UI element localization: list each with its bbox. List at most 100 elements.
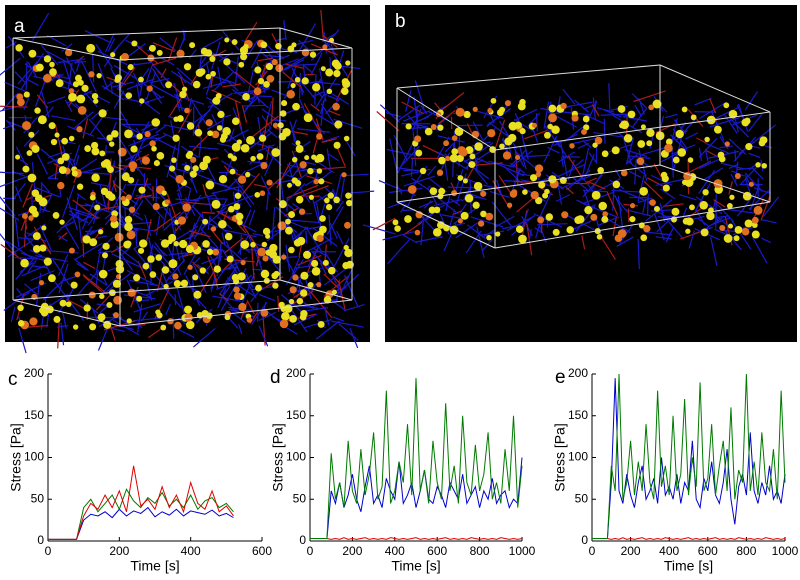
crosslinker (73, 81, 79, 87)
crosslinker (590, 214, 597, 221)
crosslinker (153, 203, 160, 210)
crosslinker (553, 229, 560, 236)
crosslinker (602, 150, 609, 157)
line-series (48, 508, 233, 540)
crosslinker (699, 201, 708, 210)
crosslinker (22, 121, 31, 130)
crosslinker (184, 108, 190, 114)
crosslinker (260, 162, 267, 169)
crosslinker (296, 145, 304, 153)
crosslinker (292, 157, 298, 163)
crosslinker (212, 99, 217, 104)
crosslinker (115, 233, 124, 242)
crosslinker (326, 204, 332, 210)
crosslinker (81, 85, 88, 92)
crosslinker (510, 190, 517, 197)
crosslinker (103, 159, 111, 167)
crosslinker (210, 71, 216, 77)
x-axis-label: Time [s] (664, 558, 713, 574)
line-series (48, 466, 233, 539)
crosslinker (116, 260, 124, 268)
crosslinker (576, 215, 584, 223)
crosslinker (171, 157, 177, 163)
crosslinker (280, 110, 287, 117)
crosslinker (304, 113, 313, 122)
crosslinker (59, 166, 67, 174)
crosslinker (109, 141, 115, 147)
crosslinker (569, 143, 574, 148)
crosslinker (41, 225, 46, 230)
crosslinker (406, 123, 412, 129)
crosslinker (28, 50, 36, 58)
y-tick-label: 200 (24, 366, 44, 380)
crosslinker (237, 220, 243, 226)
x-tick-label: 1000 (509, 544, 536, 558)
crosslinker (491, 98, 497, 104)
crosslinker (165, 199, 170, 204)
crosslinker (242, 93, 250, 101)
crosslinker (173, 116, 178, 121)
crosslinker (246, 136, 255, 145)
crosslinker (168, 259, 177, 268)
crosslinker (94, 205, 100, 211)
crosslinker (459, 148, 467, 156)
crosslinker (206, 74, 212, 80)
crosslinker (309, 195, 314, 200)
crosslinker (561, 211, 568, 218)
crosslinker (285, 219, 291, 225)
x-tick-label: 800 (470, 544, 490, 558)
crosslinker (206, 119, 213, 126)
crosslinker (32, 211, 39, 218)
crosslinker (88, 71, 94, 77)
crosslinker (295, 140, 300, 145)
crosslinker (312, 83, 320, 91)
crosslinker (308, 282, 314, 288)
crosslinker (102, 243, 109, 250)
crosslinker (235, 193, 241, 199)
line-series (592, 374, 785, 538)
crosslinker (499, 144, 505, 150)
crosslinker (311, 260, 318, 267)
y-tick-label: 100 (568, 450, 588, 464)
crosslinker (48, 274, 56, 282)
crosslinker (344, 136, 350, 142)
crosslinker (677, 148, 686, 157)
crosslinker (304, 155, 309, 160)
crosslinker (702, 189, 708, 195)
crosslinker (209, 56, 215, 62)
crosslinker (341, 172, 346, 177)
crosslinker (260, 41, 267, 48)
crosslinker (240, 53, 247, 60)
crosslinker (531, 191, 539, 199)
crosslinker (262, 255, 268, 261)
crosslinker (98, 229, 103, 234)
crosslinker (139, 239, 147, 247)
crosslinker (468, 161, 475, 168)
crosslinker (458, 218, 463, 223)
crosslinker (130, 167, 135, 172)
crosslinker (728, 224, 733, 229)
crosslinker (734, 235, 740, 241)
crosslinker (469, 153, 475, 159)
crosslinker (724, 234, 733, 243)
crosslinker (629, 216, 635, 222)
crosslinker (316, 133, 322, 139)
crosslinker (228, 153, 233, 158)
crosslinker (333, 197, 340, 204)
crosslinker (292, 274, 298, 280)
crosslinker (149, 45, 156, 52)
crosslinker (332, 60, 340, 68)
crosslinker (108, 193, 116, 201)
crosslinker (96, 73, 101, 78)
y-tick-label: 50 (293, 491, 307, 505)
crosslinker (238, 303, 246, 311)
crosslinker (75, 75, 82, 82)
crosslinker (68, 93, 77, 102)
crosslinker (139, 98, 144, 103)
crosslinker (286, 90, 295, 99)
crosslinker (178, 216, 186, 224)
crosslinker (572, 115, 579, 122)
crosslinker (118, 148, 127, 157)
crosslinker (29, 317, 37, 325)
crosslinker (233, 286, 240, 293)
